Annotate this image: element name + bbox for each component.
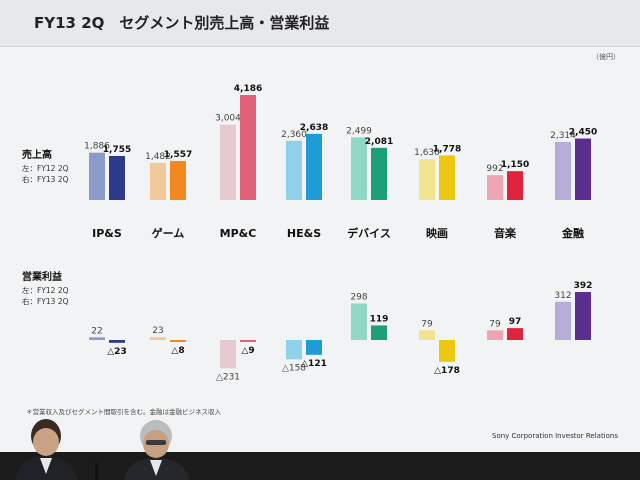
profit-bar bbox=[240, 340, 256, 342]
sales-value-label: 2,081 bbox=[365, 137, 393, 147]
profit-legend-right: 右：FY13 2Q bbox=[22, 297, 69, 306]
profit-bar bbox=[487, 330, 503, 340]
sales-bar bbox=[351, 137, 367, 200]
sales-value-label: 1,150 bbox=[501, 160, 529, 170]
company-credit: Sony Corporation Investor Relations bbox=[492, 432, 618, 440]
profit-bar bbox=[306, 340, 322, 355]
sales-value-label: 2,450 bbox=[569, 128, 597, 138]
sales-bar bbox=[286, 140, 302, 200]
sales-bar bbox=[89, 152, 105, 200]
profit-bar bbox=[150, 337, 166, 340]
profit-bar bbox=[170, 340, 186, 342]
profit-value-label: △178 bbox=[434, 366, 460, 376]
profit-bar bbox=[220, 340, 236, 369]
profit-value-label: △23 bbox=[107, 347, 126, 357]
category-label: ゲーム bbox=[152, 226, 185, 240]
profit-value-label: 298 bbox=[350, 293, 367, 303]
profit-bar bbox=[555, 301, 571, 340]
sales-row-title: 売上高 bbox=[22, 150, 52, 161]
profit-bar bbox=[439, 340, 455, 362]
sales-value-label: 2,499 bbox=[346, 126, 372, 136]
profit-bar bbox=[351, 303, 367, 340]
sales-bar bbox=[419, 159, 435, 200]
slide: FY13 2Q セグメント別売上高・営業利益 （億円） 売上高 左：FY12 2… bbox=[0, 0, 640, 455]
sales-bar bbox=[220, 124, 236, 200]
profit-value-label: 79 bbox=[489, 319, 501, 329]
sales-bar bbox=[170, 160, 186, 200]
profit-value-label: △158 bbox=[282, 363, 306, 373]
sales-value-label: 4,186 bbox=[234, 84, 262, 94]
profit-bar bbox=[575, 292, 591, 340]
profit-value-label: 392 bbox=[574, 281, 593, 291]
category-label: 金融 bbox=[561, 226, 584, 240]
sales-bar bbox=[371, 147, 387, 200]
sales-bar bbox=[439, 155, 455, 200]
category-label: デバイス bbox=[347, 226, 391, 240]
sales-value-label: 3,004 bbox=[215, 114, 241, 124]
sales-bar bbox=[306, 133, 322, 200]
segment-chart: 1,886 1,482 3,004 2,360 2,499 1,630 992 2,314 1,… bbox=[84, 84, 597, 382]
profit-value-label: 22 bbox=[91, 326, 102, 336]
sales-value-label: 2,314 bbox=[550, 131, 576, 141]
profit-value-label: △231 bbox=[216, 372, 240, 382]
profit-legend-left: 左：FY12 2Q bbox=[22, 286, 69, 295]
footnote: ＊営業収入及びセグメント間取引を含む。金融は金融ビジネス収入 bbox=[26, 408, 221, 416]
sales-legend-left: 左：FY12 2Q bbox=[22, 164, 69, 173]
category-label: MP&C bbox=[220, 227, 257, 240]
profit-bar bbox=[507, 328, 523, 340]
sales-bar bbox=[150, 162, 166, 200]
profit-value-label: 312 bbox=[554, 291, 571, 301]
profit-value-label: △121 bbox=[301, 359, 327, 369]
sales-value-label: 1,755 bbox=[103, 145, 131, 155]
profit-legend: 左：FY12 2Q 右：FY13 2Q bbox=[22, 285, 69, 307]
sales-bar bbox=[109, 155, 125, 200]
profit-row-title: 営業利益 bbox=[22, 272, 62, 283]
sales-value-label: 1,630 bbox=[414, 148, 440, 158]
sales-value-label: 2,360 bbox=[281, 130, 307, 140]
unit-label: （億円） bbox=[592, 53, 620, 61]
profit-bar bbox=[89, 337, 105, 340]
sales-bar bbox=[507, 171, 523, 200]
sales-value-label: 1,778 bbox=[433, 144, 461, 154]
sales-value-label: 1,886 bbox=[84, 142, 110, 152]
profit-value-label: △9 bbox=[241, 346, 254, 356]
sales-value-label: 2,638 bbox=[300, 123, 328, 133]
category-label: HE&S bbox=[287, 227, 321, 240]
profit-bar bbox=[371, 325, 387, 340]
title-band: FY13 2Q セグメント別売上高・営業利益 bbox=[0, 0, 640, 47]
slide-title: FY13 2Q セグメント別売上高・営業利益 bbox=[34, 14, 330, 32]
profit-value-label: 97 bbox=[509, 317, 522, 327]
sales-value-label: 1,482 bbox=[145, 152, 171, 162]
category-label: 映画 bbox=[426, 226, 448, 240]
profit-bar bbox=[419, 330, 435, 340]
sales-legend: 左：FY12 2Q 右：FY13 2Q bbox=[22, 163, 69, 185]
presenters-photo bbox=[0, 419, 640, 480]
sales-value-label: 1,557 bbox=[164, 150, 192, 160]
sales-value-label: 992 bbox=[486, 164, 503, 174]
category-label: IP&S bbox=[92, 227, 122, 240]
profit-bar bbox=[286, 340, 302, 360]
sales-legend-right: 右：FY13 2Q bbox=[22, 175, 69, 184]
sales-bar bbox=[487, 175, 503, 200]
profit-value-label: △8 bbox=[171, 346, 184, 356]
category-label: 音楽 bbox=[494, 226, 517, 240]
presenter-left bbox=[16, 419, 78, 480]
profit-bar bbox=[109, 340, 125, 343]
profit-value-label: 79 bbox=[421, 319, 433, 329]
profit-value-label: 119 bbox=[370, 314, 389, 324]
sales-bar bbox=[240, 95, 256, 200]
sales-bar bbox=[555, 141, 571, 200]
sales-bar bbox=[575, 138, 591, 200]
presenter-right bbox=[124, 420, 190, 480]
profit-value-label: 23 bbox=[152, 326, 163, 336]
